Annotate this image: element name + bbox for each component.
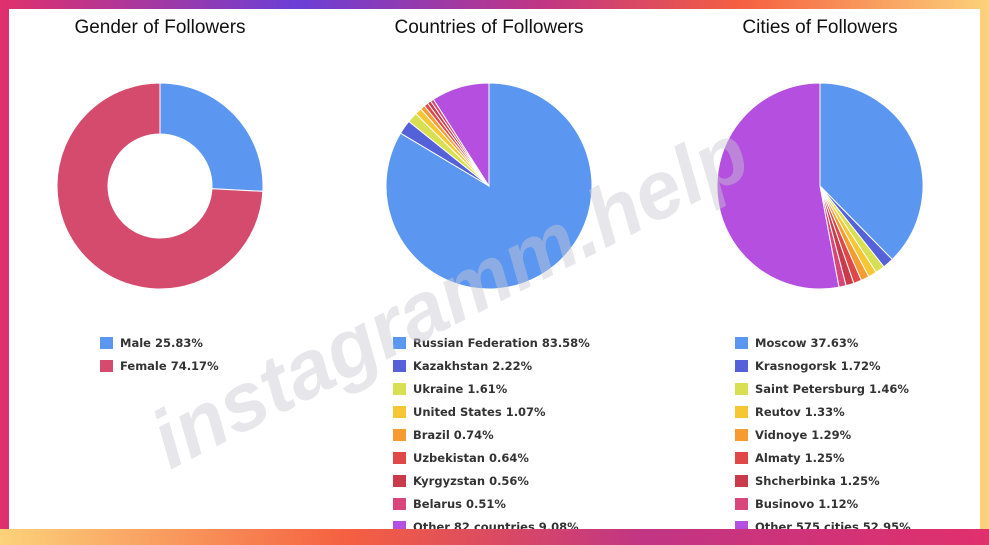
legend-label: Ukraine 1.61% bbox=[413, 382, 508, 396]
legend-value: 37.63% bbox=[811, 336, 859, 350]
legend-swatch bbox=[393, 383, 406, 395]
legend-name: Almaty bbox=[755, 451, 801, 465]
pie-slice bbox=[432, 82, 490, 188]
legend-value: 1.07% bbox=[506, 405, 546, 419]
legend-name: Female bbox=[120, 359, 167, 373]
legend-swatch bbox=[393, 498, 406, 510]
legend-label: Female 74.17% bbox=[120, 359, 219, 373]
legend-value: 1.12% bbox=[818, 497, 858, 511]
legend-value: 25.83% bbox=[155, 336, 203, 350]
legend-label: Uzbekistan 0.64% bbox=[413, 451, 529, 465]
legend-swatch bbox=[735, 383, 748, 395]
legend-label: Kyrgyzstan 0.56% bbox=[413, 474, 529, 488]
legend-name: Uzbekistan bbox=[413, 451, 485, 465]
legend-value: 1.61% bbox=[467, 382, 507, 396]
legend-name: Russian Federation bbox=[413, 336, 538, 350]
legend-swatch bbox=[393, 337, 406, 349]
legend-label: Belarus 0.51% bbox=[413, 497, 506, 511]
legend-label: Krasnogorsk 1.72% bbox=[755, 359, 881, 373]
legend-name: Reutov bbox=[755, 405, 801, 419]
legend-label: Almaty 1.25% bbox=[755, 451, 845, 465]
legend-label: Russian Federation 83.58% bbox=[413, 336, 590, 350]
legend-swatch bbox=[735, 360, 748, 372]
chart-title: Cities of Followers bbox=[742, 17, 897, 38]
legend-swatch bbox=[393, 452, 406, 464]
pie-slice bbox=[819, 82, 924, 261]
legend-label: Vidnoye 1.29% bbox=[755, 428, 852, 442]
legend-name: Saint Petersburg bbox=[755, 382, 865, 396]
legend-label: United States 1.07% bbox=[413, 405, 546, 419]
legend-label: Male 25.83% bbox=[120, 336, 203, 350]
legend-value: 1.46% bbox=[869, 382, 909, 396]
legend-swatch bbox=[735, 498, 748, 510]
legend-value: 1.29% bbox=[811, 428, 851, 442]
legend-name: Brazil bbox=[413, 428, 450, 442]
legend-value: 1.25% bbox=[840, 474, 880, 488]
legend-value: 1.72% bbox=[841, 359, 881, 373]
legend-value: 0.56% bbox=[489, 474, 529, 488]
legend-name: Vidnoye bbox=[755, 428, 807, 442]
chart-title: Gender of Followers bbox=[74, 17, 245, 38]
legend-name: United States bbox=[413, 405, 502, 419]
legend-swatch bbox=[735, 452, 748, 464]
legend-value: 0.51% bbox=[466, 497, 506, 511]
legend-name: Ukraine bbox=[413, 382, 464, 396]
legend-label: Brazil 0.74% bbox=[413, 428, 494, 442]
legend-name: Kazakhstan bbox=[413, 359, 488, 373]
legend-value: 2.22% bbox=[492, 359, 532, 373]
legend-name: Male bbox=[120, 336, 151, 350]
legend-label: Moscow 37.63% bbox=[755, 336, 859, 350]
pie-slice bbox=[56, 82, 264, 290]
legend-name: Belarus bbox=[413, 497, 462, 511]
legend-value: 83.58% bbox=[542, 336, 590, 350]
frame-bottom bbox=[0, 529, 989, 545]
legend-name: Shcherbinka bbox=[755, 474, 836, 488]
pie-slice bbox=[716, 82, 840, 290]
legend-swatch bbox=[393, 360, 406, 372]
legend-value: 74.17% bbox=[171, 359, 219, 373]
legend-swatch bbox=[735, 337, 748, 349]
pie-slice bbox=[159, 82, 264, 192]
legend-label: Saint Petersburg 1.46% bbox=[755, 382, 909, 396]
legend-label: Shcherbinka 1.25% bbox=[755, 474, 880, 488]
legend-value: 0.74% bbox=[454, 428, 494, 442]
legend-swatch bbox=[393, 429, 406, 441]
legend-swatch bbox=[735, 406, 748, 418]
chart-title: Countries of Followers bbox=[394, 17, 583, 38]
legend-value: 1.25% bbox=[805, 451, 845, 465]
legend-name: Moscow bbox=[755, 336, 807, 350]
legend-swatch bbox=[735, 429, 748, 441]
legend-label: Reutov 1.33% bbox=[755, 405, 845, 419]
legend-label: Businovo 1.12% bbox=[755, 497, 859, 511]
legend-name: Krasnogorsk bbox=[755, 359, 837, 373]
legend-swatch bbox=[100, 360, 113, 372]
legend-swatch bbox=[100, 337, 113, 349]
legend-swatch bbox=[735, 475, 748, 487]
legend-swatch bbox=[393, 475, 406, 487]
legend-name: Businovo bbox=[755, 497, 814, 511]
legend-value: 1.33% bbox=[805, 405, 845, 419]
legend-swatch bbox=[393, 406, 406, 418]
legend-label: Kazakhstan 2.22% bbox=[413, 359, 533, 373]
legend-value: 0.64% bbox=[489, 451, 529, 465]
legend-name: Kyrgyzstan bbox=[413, 474, 485, 488]
